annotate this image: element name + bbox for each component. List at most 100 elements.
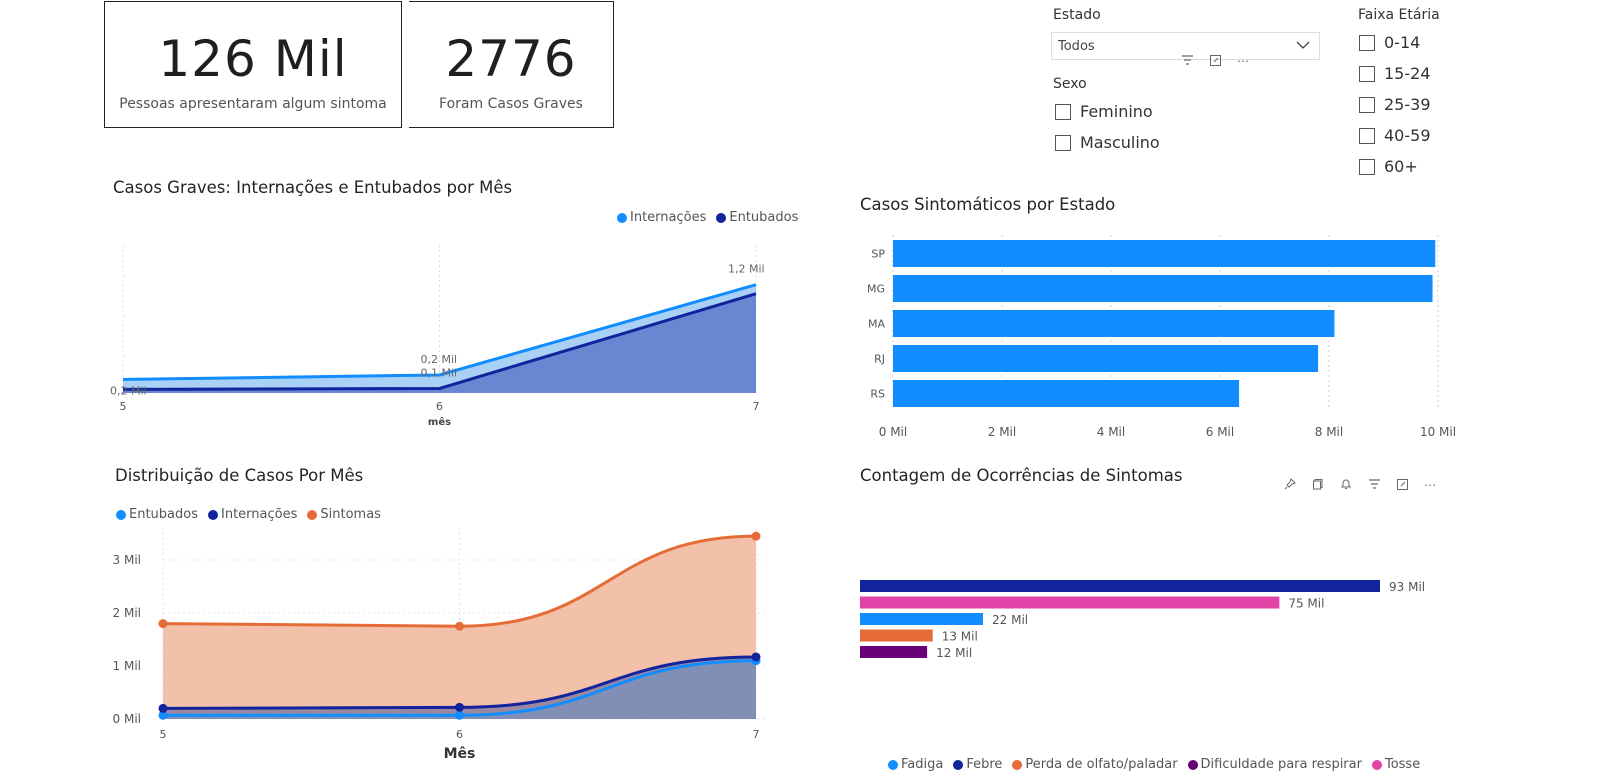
data-point: [751, 652, 761, 662]
focus-mode-icon[interactable]: [1208, 54, 1222, 68]
sexo-option-masculino[interactable]: Masculino: [1055, 133, 1160, 152]
focus-mode-icon[interactable]: [1395, 478, 1409, 492]
data-label: 0,1 Mil: [421, 366, 458, 379]
legend-dot: [716, 212, 727, 223]
faixa-slicer-title: Faixa Etária: [1358, 7, 1440, 23]
legend-dot: [888, 759, 898, 770]
filter-icon[interactable]: [1367, 478, 1381, 492]
area-entubados: [123, 293, 756, 393]
data-label: 75 Mil: [1288, 597, 1324, 611]
chevron-down-icon: [1296, 41, 1310, 49]
checkbox[interactable]: [1055, 134, 1071, 151]
bar: [893, 275, 1433, 302]
data-label: 0,2 Mil: [421, 353, 458, 366]
chart-title-distribuicao: Distribuição de Casos Por Mês: [115, 466, 364, 485]
x-tick-label: 7: [753, 728, 760, 741]
legend-dot: [1012, 759, 1023, 770]
legend-item[interactable]: Entubados: [116, 507, 198, 522]
checkbox[interactable]: [1359, 127, 1375, 144]
checkbox[interactable]: [1055, 103, 1071, 120]
sexo-slicer-title: Sexo: [1053, 76, 1087, 92]
faixa-option[interactable]: 40-59: [1359, 126, 1431, 145]
legend-label: Internações: [221, 507, 298, 522]
estado-slicer-title: Estado: [1053, 7, 1101, 23]
sexo-option-feminino[interactable]: Feminino: [1055, 102, 1153, 121]
y-tick-label: RJ: [874, 353, 885, 366]
x-tick-label: 0 Mil: [879, 425, 907, 439]
visual-header-icons: ⋯: [1180, 54, 1250, 68]
option-label: 0-14: [1384, 33, 1421, 52]
faixa-option[interactable]: 60+: [1359, 157, 1418, 176]
legend-item[interactable]: Febre: [953, 757, 1002, 772]
more-options-icon[interactable]: ⋯: [1237, 54, 1249, 68]
legend-distribuicao: Entubados Internações Sintomas: [116, 507, 387, 522]
option-label: 60+: [1384, 157, 1418, 176]
x-tick-label: 10 Mil: [1420, 425, 1456, 439]
legend-item[interactable]: Internações: [617, 210, 706, 225]
checkbox[interactable]: [1359, 65, 1375, 82]
legend-item[interactable]: Fadiga: [888, 757, 943, 772]
legend-label: Tosse: [1384, 757, 1421, 772]
legend-item[interactable]: Entubados: [716, 210, 798, 225]
pin-icon[interactable]: [1283, 478, 1297, 492]
data-label: 93 Mil: [1389, 580, 1425, 594]
chart-distribuicao[interactable]: 0 Mil 1 Mil 2 Mil 3 Mil 5 6 7 Mês: [100, 528, 820, 780]
data-point: [455, 710, 464, 720]
y-tick-label: 2 Mil: [113, 606, 141, 620]
x-tick-label: 5: [120, 400, 127, 413]
x-tick-label: 6: [456, 728, 463, 741]
chart-title-sintomas: Contagem de Ocorrências de Sintomas: [860, 466, 1183, 485]
faixa-option[interactable]: 15-24: [1359, 64, 1431, 83]
checkbox[interactable]: [1359, 96, 1375, 113]
bar-dificuldade-para-respirar: [860, 646, 928, 658]
y-tick-label: 0 Mil: [113, 712, 141, 726]
line-internações: [162, 655, 757, 710]
checkbox[interactable]: [1359, 158, 1375, 175]
y-tick-label: MG: [867, 283, 885, 296]
legend-dot: [1371, 759, 1382, 770]
x-tick-label: 2 Mil: [988, 425, 1016, 439]
legend-item[interactable]: Sintomas: [307, 507, 381, 522]
x-tick-label: 4 Mil: [1097, 425, 1125, 439]
bar-tosse: [860, 596, 1280, 609]
area-entubados: [163, 660, 756, 719]
legend-sintomas: Fadiga Febre Perda de olfato/paladar Dificu…: [888, 757, 1426, 772]
option-label: 25-39: [1384, 95, 1431, 114]
x-axis-label: mês: [428, 416, 451, 428]
data-point: [455, 702, 464, 712]
faixa-option[interactable]: 0-14: [1359, 33, 1420, 52]
bar-febre: [860, 580, 1380, 592]
data-label: 13 Mil: [942, 630, 978, 644]
checkbox[interactable]: [1359, 34, 1375, 51]
x-tick-label: 5: [160, 728, 167, 741]
legend-item[interactable]: Tosse: [1371, 757, 1421, 772]
legend-item[interactable]: Dificuldade para respirar: [1187, 757, 1362, 772]
legend-label: Sintomas: [320, 507, 381, 522]
chart-sintomas[interactable]: 93 Mil 75 Mil 22 Mil 13 Mil 12 Mil: [850, 580, 1470, 670]
x-tick-label: 7: [753, 400, 760, 413]
y-tick-label: RS: [870, 388, 885, 401]
more-options-icon[interactable]: ⋯: [1424, 478, 1436, 492]
legend-item[interactable]: Perda de olfato/paladar: [1012, 757, 1178, 772]
copy-icon[interactable]: [1311, 478, 1325, 492]
kpi-card-sintomas[interactable]: 126 Mil Pessoas apresentaram algum sinto…: [104, 1, 402, 128]
legend-item[interactable]: Internações: [208, 507, 297, 522]
faixa-option[interactable]: 25-39: [1359, 95, 1431, 114]
legend-dot: [208, 509, 218, 520]
option-label: 15-24: [1384, 64, 1431, 83]
line-entubados: [122, 292, 757, 391]
data-point: [158, 619, 168, 629]
visual-header-icons: ⋯: [1283, 478, 1437, 492]
x-axis-label: Mês: [444, 746, 476, 762]
legend-label: Entubados: [729, 210, 799, 225]
line-internacoes: [122, 283, 757, 381]
legend-label: Febre: [966, 757, 1003, 772]
chart-estado[interactable]: 0 Mil 2 Mil 4 Mil 6 Mil 8 Mil 10 Mil SP MG MA RJ R…: [850, 235, 1470, 450]
data-label: 0,2 Mil: [110, 384, 147, 397]
filter-icon[interactable]: [1180, 54, 1194, 68]
y-tick-label: SP: [871, 248, 885, 261]
kpi-card-graves[interactable]: 2776 Foram Casos Graves: [409, 1, 614, 128]
kpi-label: Pessoas apresentaram algum sintoma: [119, 96, 387, 112]
bell-icon[interactable]: [1339, 478, 1353, 492]
